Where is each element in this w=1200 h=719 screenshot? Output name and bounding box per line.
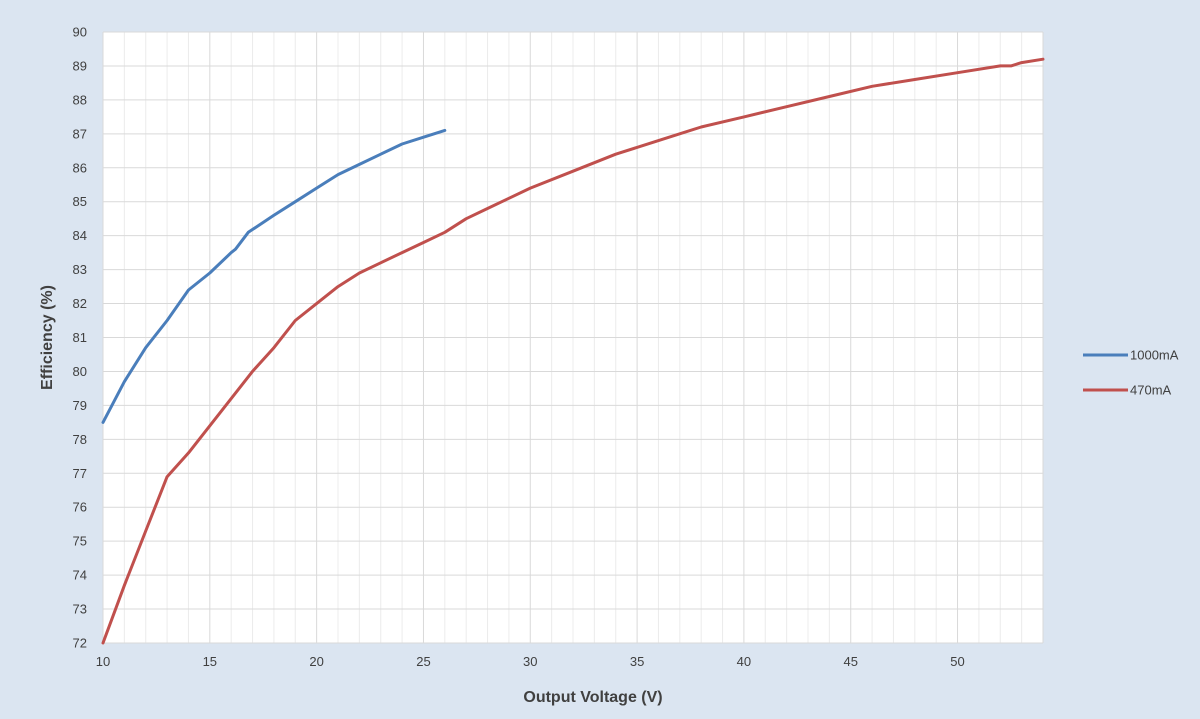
y-tick-label: 78	[73, 432, 87, 447]
y-tick-label: 74	[73, 568, 87, 583]
y-tick-label: 79	[73, 398, 87, 413]
x-tick-label: 25	[416, 654, 430, 669]
y-tick-label: 76	[73, 500, 87, 515]
x-axis-ticks: 10 15 20 25 30 35 40 45 50	[96, 654, 965, 669]
x-tick-label: 20	[309, 654, 323, 669]
y-tick-label: 72	[73, 636, 87, 651]
y-tick-label: 85	[73, 194, 87, 209]
series-line-1000mA	[101, 128, 447, 424]
legend: 1000mA 470mA	[1083, 348, 1179, 398]
y-tick-label: 84	[73, 228, 87, 243]
y-tick-label: 90	[73, 25, 87, 40]
x-axis-title: Output Voltage (V)	[523, 689, 662, 706]
y-axis-title: Efficiency (%)	[39, 285, 56, 390]
y-tick-label: 77	[73, 466, 87, 481]
y-tick-label: 73	[73, 602, 87, 617]
y-tick-label: 83	[73, 262, 87, 277]
series-layer	[101, 57, 1045, 645]
series-line-470mA	[101, 57, 1045, 645]
major-gridlines	[102, 31, 1044, 644]
y-tick-label: 89	[73, 58, 87, 73]
x-tick-label: 35	[630, 654, 644, 669]
y-tick-label: 88	[73, 92, 87, 107]
x-tick-label: 15	[203, 654, 217, 669]
y-tick-label: 82	[73, 296, 87, 311]
legend-label: 470mA	[1130, 383, 1172, 398]
x-tick-label: 10	[96, 654, 110, 669]
y-tick-label: 86	[73, 160, 87, 175]
x-tick-label: 40	[737, 654, 751, 669]
y-tick-label: 87	[73, 126, 87, 141]
x-tick-label: 30	[523, 654, 537, 669]
x-tick-label: 45	[843, 654, 857, 669]
y-axis-ticks: 72 73 74 75 76 77 78 79 80 81 82 83 84 85 86 87 88 89 90	[73, 25, 87, 651]
x-tick-label: 50	[950, 654, 964, 669]
y-tick-label: 81	[73, 330, 87, 345]
y-tick-label: 80	[73, 364, 87, 379]
y-tick-label: 75	[73, 534, 87, 549]
legend-label: 1000mA	[1130, 348, 1179, 363]
